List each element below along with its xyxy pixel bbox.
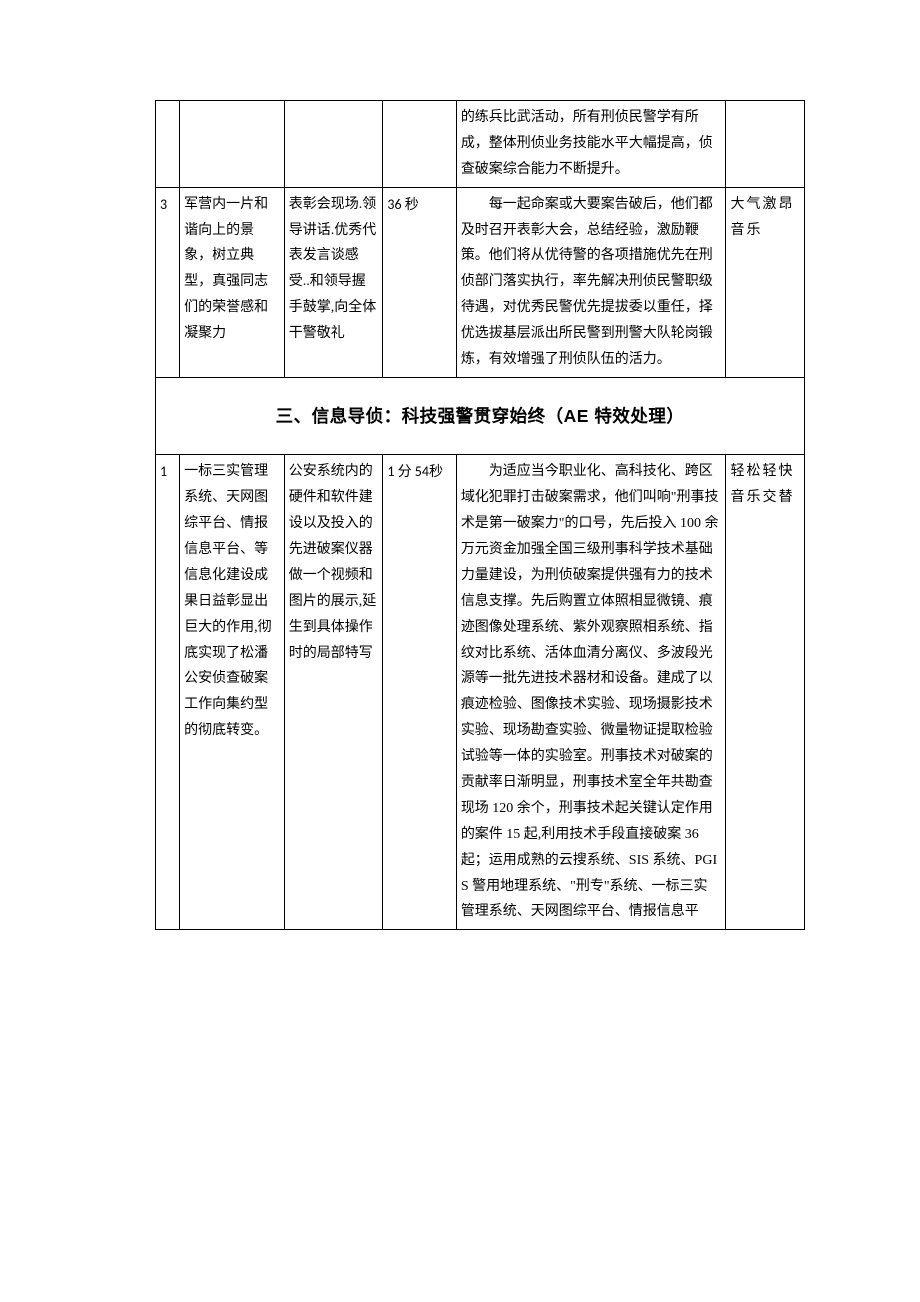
- cell-music: 轻松轻快音乐交替: [726, 455, 805, 930]
- document-page: 的练兵比武活动，所有刑侦民警学有所成，整体刑侦业务技能水平大幅提高，侦查破案综合…: [0, 0, 920, 990]
- cell-duration: 1 分 54秒: [383, 455, 456, 930]
- cell-index: 3: [156, 187, 180, 377]
- table-row: 3 军营内一片和谐向上的景象，树立典型，真强同志们的荣誉感和凝聚力 表彰会现场.…: [156, 187, 805, 377]
- cell-shot: 公安系统内的硬件和软件建设以及投入的先进破案仪器做一个视频和图片的展示,延生到具…: [284, 455, 383, 930]
- cell-shot: 表彰会现场.领导讲话.优秀代表发言谈感受..和领导握手鼓掌,向全体干警敬礼: [284, 187, 383, 377]
- table-row: 1 一标三实管理系统、天网图综平台、情报信息平台、等信息化建设成果日益彰显出巨大…: [156, 455, 805, 930]
- table-row: 的练兵比武活动，所有刑侦民警学有所成，整体刑侦业务技能水平大幅提高，侦查破案综合…: [156, 101, 805, 188]
- cell-narration: 为适应当今职业化、高科技化、跨区域化犯罪打击破案需求，他们叫响"刑事技术是第一破…: [456, 455, 726, 930]
- script-table: 的练兵比武活动，所有刑侦民警学有所成，整体刑侦业务技能水平大幅提高，侦查破案综合…: [155, 100, 805, 930]
- section-header: 三、信息导侦：科技强警贯穿始终（AE 特效处理）: [156, 377, 805, 454]
- cell-narration: 的练兵比武活动，所有刑侦民警学有所成，整体刑侦业务技能水平大幅提高，侦查破案综合…: [456, 101, 726, 188]
- cell-music: [726, 101, 805, 188]
- cell-index: 1: [156, 455, 180, 930]
- cell-scene: 军营内一片和谐向上的景象，树立典型，真强同志们的荣誉感和凝聚力: [180, 187, 285, 377]
- cell-scene: [180, 101, 285, 188]
- cell-narration: 每一起命案或大要案告破后，他们都及时召开表彰大会，总结经验，激励鞭策。他们将从优…: [456, 187, 726, 377]
- cell-music: 大气激昂音乐: [726, 187, 805, 377]
- section-header-row: 三、信息导侦：科技强警贯穿始终（AE 特效处理）: [156, 377, 805, 454]
- cell-scene: 一标三实管理系统、天网图综平台、情报信息平台、等信息化建设成果日益彰显出巨大的作…: [180, 455, 285, 930]
- cell-duration: [383, 101, 456, 188]
- cell-duration: 36 秒: [383, 187, 456, 377]
- cell-index: [156, 101, 180, 188]
- cell-shot: [284, 101, 383, 188]
